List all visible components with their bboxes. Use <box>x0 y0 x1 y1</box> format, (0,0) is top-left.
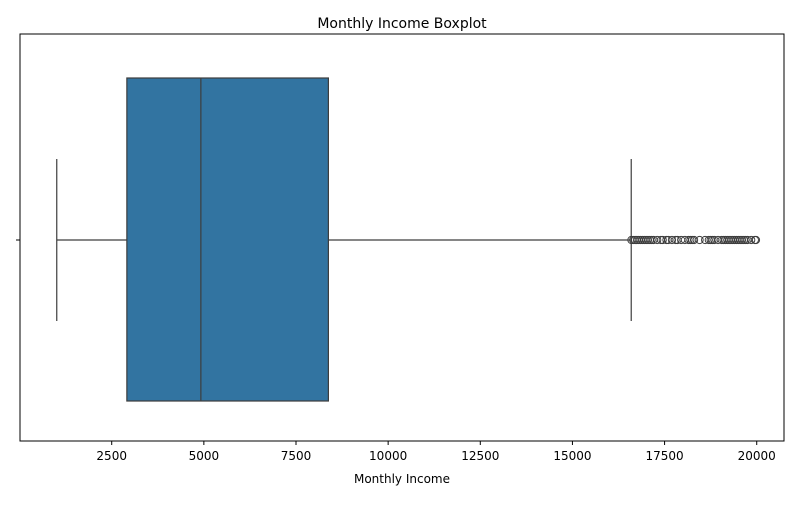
chart-title: Monthly Income Boxplot <box>317 16 487 32</box>
x-tick-label: 7500 <box>281 449 312 463</box>
x-axis-ticks: 2500 5000 7500 10000 12500 15000 17500 20000 <box>96 441 775 463</box>
x-axis-label: Monthly Income <box>354 472 450 486</box>
plot-area <box>57 78 760 401</box>
x-tick-label: 17500 <box>645 449 683 463</box>
iqr-box <box>127 78 329 401</box>
x-tick-label: 15000 <box>553 449 591 463</box>
x-tick-label: 12500 <box>461 449 499 463</box>
x-tick-label: 2500 <box>96 449 127 463</box>
x-tick-label: 10000 <box>369 449 407 463</box>
x-tick-label: 5000 <box>189 449 220 463</box>
x-tick-label: 20000 <box>738 449 776 463</box>
